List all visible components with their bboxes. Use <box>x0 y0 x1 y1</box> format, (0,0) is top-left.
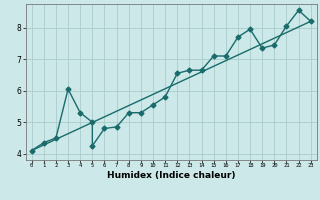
X-axis label: Humidex (Indice chaleur): Humidex (Indice chaleur) <box>107 171 236 180</box>
